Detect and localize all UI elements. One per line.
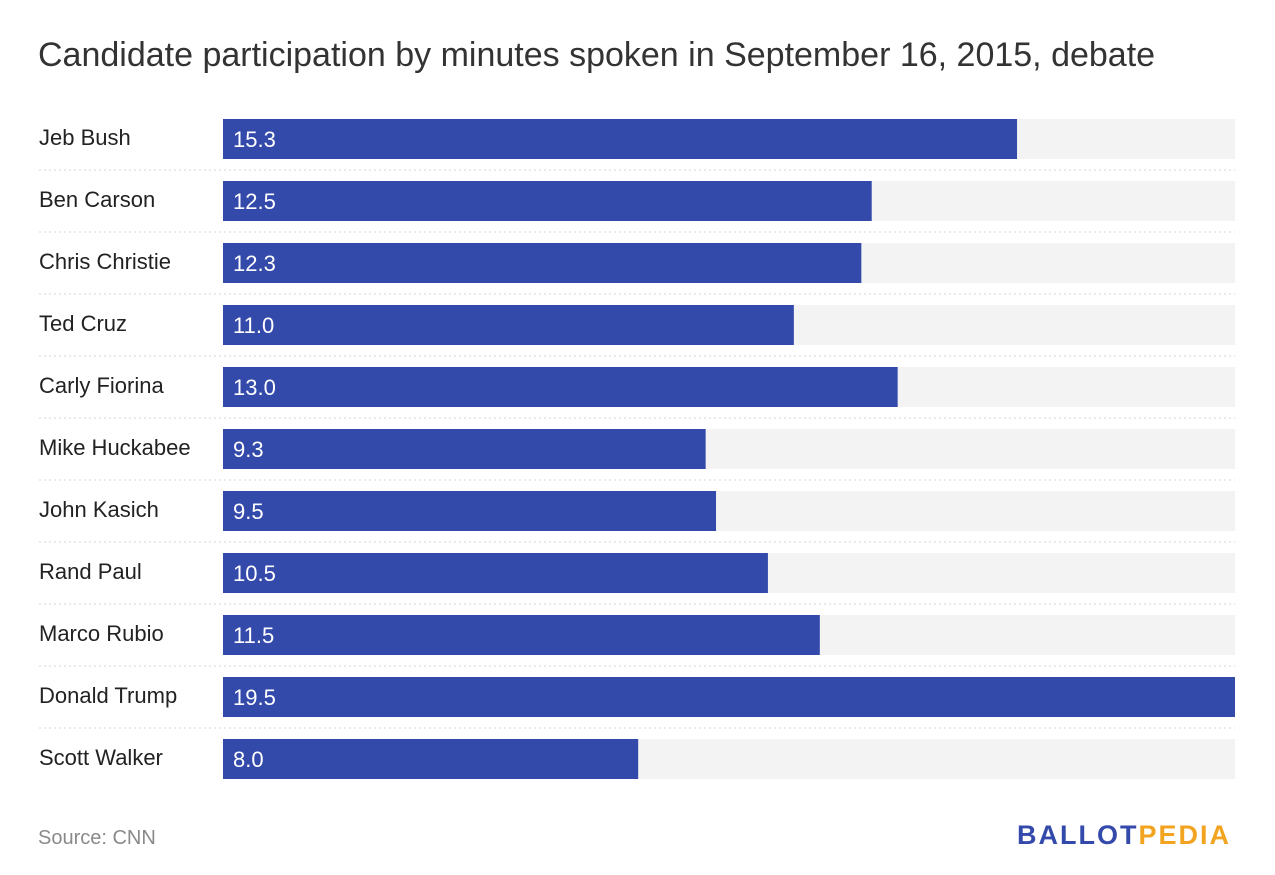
category-label: Jeb Bush: [39, 125, 131, 150]
bar: [223, 367, 898, 407]
category-label: Ted Cruz: [39, 311, 127, 336]
bar-row: Donald Trump 19.5: [39, 677, 1235, 729]
bar: [223, 305, 794, 345]
value-label: 19.5: [233, 685, 276, 710]
category-label: Rand Paul: [39, 559, 142, 584]
category-label: Scott Walker: [39, 745, 163, 770]
category-label: John Kasich: [39, 497, 159, 522]
value-label: 8.0: [233, 747, 264, 772]
value-label: 10.5: [233, 561, 276, 586]
value-label: 9.3: [233, 437, 264, 462]
bar-row: John Kasich 9.5: [39, 491, 1235, 543]
value-label: 9.5: [233, 499, 264, 524]
category-label: Ben Carson: [39, 187, 155, 212]
bar: [223, 119, 1018, 159]
logo-ballot: BALLOT: [1016, 820, 1139, 850]
bar-row: Ted Cruz 11.0: [39, 305, 1235, 357]
bar-row: Mike Huckabee 9.3: [39, 429, 1235, 481]
bar: [223, 491, 717, 531]
chart-title: Candidate participation by minutes spoke…: [38, 36, 1156, 74]
value-label: 12.5: [233, 189, 276, 214]
value-label: 11.5: [233, 623, 274, 648]
bar-row: Marco Rubio 11.5: [39, 615, 1235, 667]
value-label: 13.0: [233, 375, 276, 400]
bar: [223, 429, 706, 469]
ballotpedia-logo: BALLOTPEDIA: [1017, 820, 1231, 851]
bar-row: Carly Fiorina 13.0: [39, 367, 1235, 419]
bar-row: Ben Carson 12.5: [39, 181, 1235, 233]
bar-chart: Jeb Bush 15.3 Ben Carson 12.5 Chris Christie…: [39, 119, 1235, 779]
bar-row: Jeb Bush 15.3: [39, 119, 1235, 171]
source-note: Source: CNN: [38, 827, 156, 849]
bar: [223, 553, 768, 593]
category-label: Chris Christie: [39, 249, 171, 274]
category-label: Mike Huckabee: [39, 435, 191, 460]
value-label: 12.3: [233, 251, 276, 276]
bar-row: Scott Walker 8.0: [39, 739, 1235, 779]
bar: [223, 243, 862, 283]
category-label: Carly Fiorina: [39, 373, 164, 398]
bar-row: Rand Paul 10.5: [39, 553, 1235, 605]
bar: [223, 677, 1235, 717]
category-label: Donald Trump: [39, 683, 177, 708]
bar: [223, 739, 639, 779]
value-label: 11.0: [233, 313, 274, 338]
bar: [223, 615, 820, 655]
category-label: Marco Rubio: [39, 621, 164, 646]
value-label: 15.3: [233, 127, 276, 152]
bar-row: Chris Christie 12.3: [39, 243, 1235, 295]
logo-pedia: PEDIA: [1138, 820, 1231, 850]
bar: [223, 181, 872, 221]
